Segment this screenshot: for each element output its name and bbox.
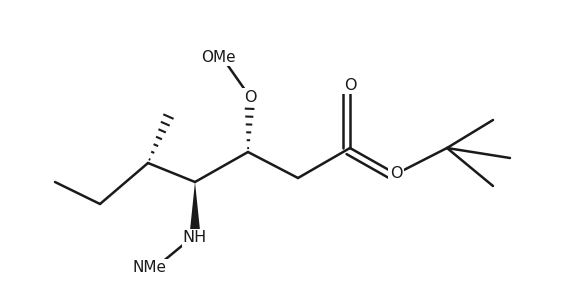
Text: NH: NH: [183, 231, 207, 246]
Text: O: O: [344, 77, 356, 92]
Text: OMe: OMe: [200, 49, 235, 64]
Polygon shape: [190, 182, 200, 235]
Text: NMe: NMe: [133, 260, 167, 275]
Text: O: O: [244, 89, 256, 104]
Text: O: O: [390, 166, 402, 182]
